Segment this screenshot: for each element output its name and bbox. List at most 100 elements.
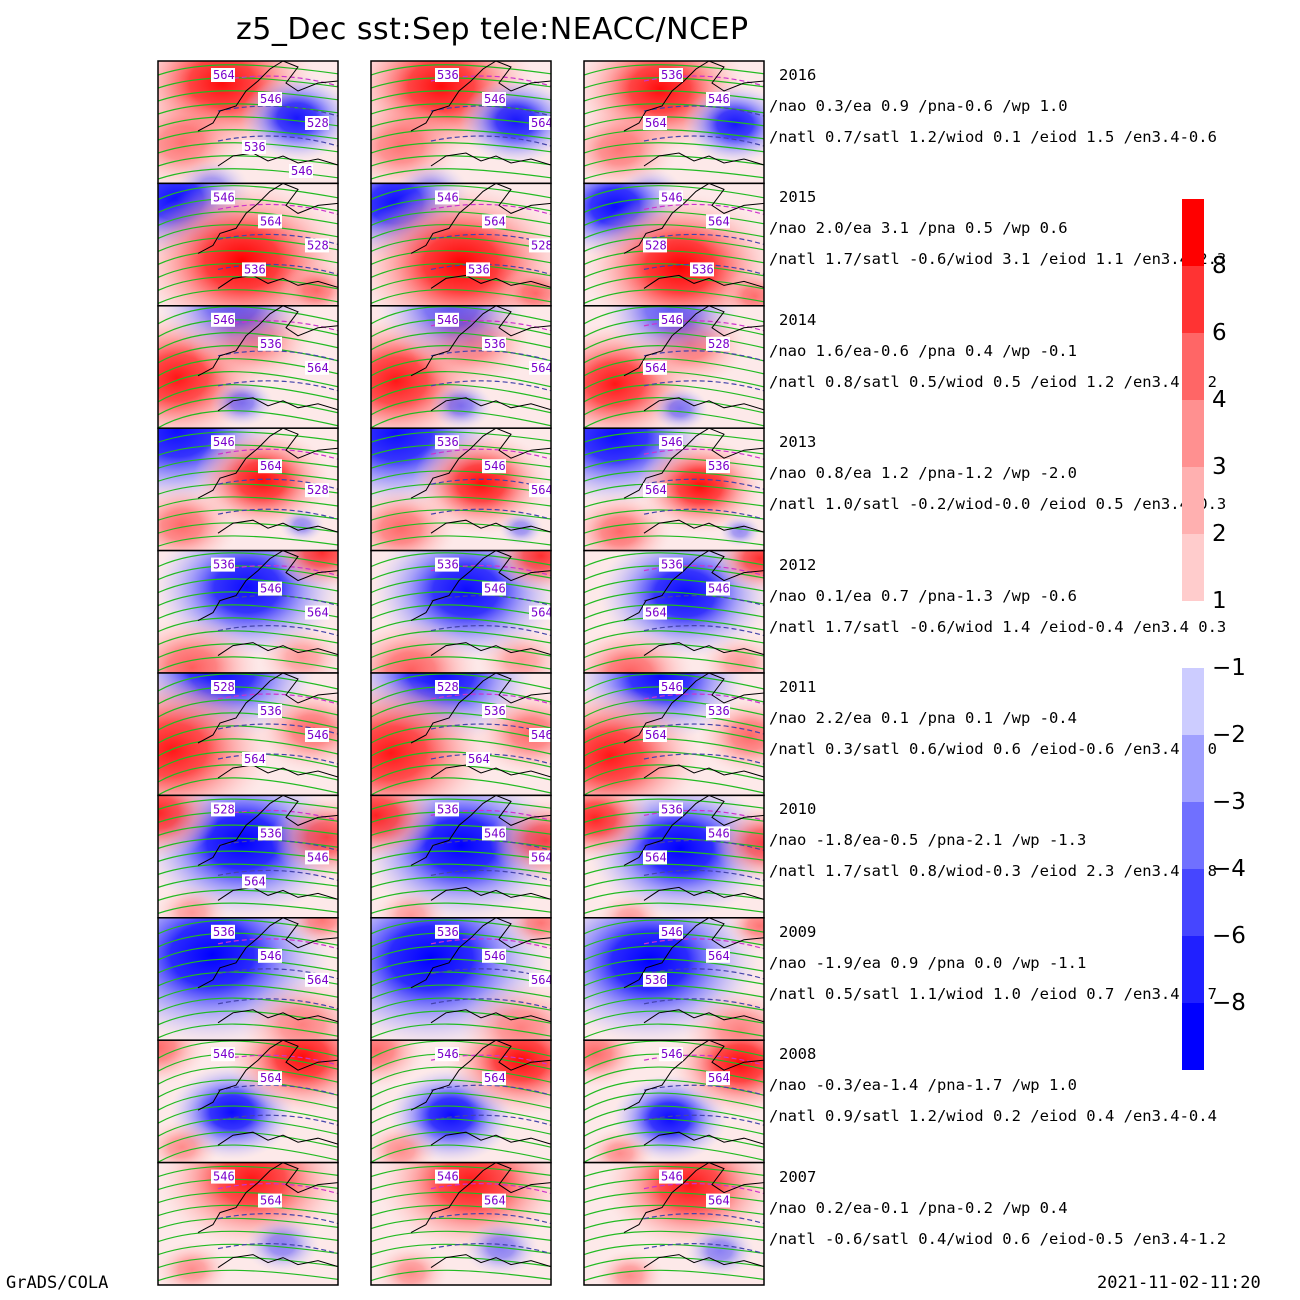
contour-label: 546 [435, 312, 459, 327]
svg-text:528: 528 [213, 802, 235, 816]
contour-label: 564 [305, 972, 329, 987]
svg-text:546: 546 [213, 1170, 235, 1184]
svg-text:546: 546 [213, 313, 235, 327]
colorbar-tick-label: 6 [1212, 320, 1227, 346]
index-line-2: /natl -0.6/satl 0.4/wiod 0.6 /eiod-0.5 /… [769, 1229, 1227, 1248]
svg-text:546: 546 [307, 850, 329, 864]
svg-text:536: 536 [708, 704, 730, 718]
colorbar-tick-label: −8 [1212, 990, 1246, 1016]
svg-text:564: 564 [260, 459, 282, 473]
contour-label: 536 [258, 704, 282, 718]
svg-text:564: 564 [708, 1071, 730, 1085]
contour-label: 536 [706, 459, 730, 474]
map-panel-2010-1: 528 536 546 564 [158, 795, 338, 918]
map-panel-2009-2: 536 546 564 [371, 917, 551, 1041]
contour-label: 528 [643, 238, 667, 253]
map-panel-2009-1: 536 546 564 [158, 917, 338, 1041]
contour-label: 546 [659, 680, 683, 694]
map-panel-2011-1: 528 536 546 564 [158, 673, 338, 796]
contour-label: 536 [211, 924, 235, 939]
svg-text:536: 536 [484, 704, 506, 718]
svg-text:536: 536 [213, 558, 235, 572]
contour-label: 564 [529, 483, 553, 498]
svg-text:546: 546 [708, 826, 730, 840]
contour-label: 564 [706, 1193, 730, 1208]
contour-label: 536 [258, 336, 282, 351]
index-line-2: /natl 1.7/satl -0.6/wiod 1.4 /eiod-0.4 /… [769, 617, 1227, 636]
year-label: 2010 [779, 800, 817, 819]
figure-title: z5_Dec sst:Sep tele:NEACC/NCEP [236, 12, 749, 47]
svg-text:564: 564 [213, 68, 235, 82]
contour-label: 546 [706, 581, 730, 596]
footer-right: 2021-11-02-11:20 [1097, 1273, 1261, 1293]
svg-text:528: 528 [213, 680, 235, 694]
svg-text:564: 564 [645, 850, 667, 864]
contour-label: 536 [706, 704, 730, 718]
map-panel-2007-1: 546 564 [158, 1162, 338, 1285]
svg-text:536: 536 [468, 262, 490, 276]
contour-label: 536 [690, 262, 714, 277]
contour-label: 546 [258, 581, 282, 596]
contour-label: 564 [643, 483, 667, 498]
contour-label: 546 [482, 92, 506, 106]
contour-label: 546 [289, 164, 313, 178]
svg-text:546: 546 [661, 313, 683, 327]
map-panel-2013-2: 536 546 564 [371, 428, 553, 551]
svg-text:564: 564 [645, 728, 667, 742]
contour-label: 528 [305, 116, 329, 130]
contour-label: 528 [305, 238, 329, 253]
contour-label: 564 [706, 1071, 730, 1086]
contour-label: 536 [659, 802, 683, 817]
contour-label: 528 [211, 802, 235, 817]
index-line-2: /natl 0.5/satl 1.1/wiod 1.0 /eiod 0.7 /e… [769, 984, 1217, 1003]
svg-text:536: 536 [437, 802, 459, 816]
contour-label: 564 [466, 752, 490, 766]
year-label: 2014 [779, 310, 817, 329]
contour-label: 564 [706, 948, 730, 963]
svg-text:564: 564 [244, 752, 266, 766]
map-panel-2010-2: 536 546 564 [371, 795, 551, 918]
contour-label: 546 [482, 826, 506, 841]
contour-label: 546 [305, 728, 329, 742]
contour-label: 528 [529, 238, 553, 253]
svg-text:564: 564 [708, 214, 730, 228]
svg-text:528: 528 [708, 337, 730, 351]
svg-text:536: 536 [645, 973, 667, 987]
svg-text:546: 546 [484, 92, 506, 106]
index-line-2: /natl 1.7/satl -0.6/wiod 3.1 /eiod 1.1 /… [769, 250, 1227, 269]
contour-label: 528 [305, 483, 329, 498]
year-label: 2015 [779, 188, 817, 207]
svg-text:564: 564 [468, 752, 490, 766]
contour-label: 564 [305, 605, 329, 620]
svg-text:564: 564 [645, 361, 667, 375]
index-line-2: /natl 1.0/satl -0.2/wiod-0.0 /eiod 0.5 /… [769, 495, 1227, 514]
contour-label: 546 [211, 190, 235, 205]
map-panel-2007-2: 546 564 [371, 1162, 551, 1285]
colorbar-tick-label: 3 [1212, 454, 1227, 480]
svg-text:546: 546 [260, 582, 282, 596]
svg-text:564: 564 [531, 606, 553, 620]
year-label: 2013 [779, 433, 817, 452]
contour-label: 536 [211, 557, 235, 572]
svg-text:546: 546 [213, 190, 235, 204]
contour-label: 546 [211, 1169, 235, 1184]
svg-text:564: 564 [531, 483, 553, 497]
contour-label: 564 [482, 214, 506, 229]
contour-label: 564 [242, 752, 266, 766]
svg-text:564: 564 [645, 606, 667, 620]
svg-text:528: 528 [307, 238, 329, 252]
contour-label: 546 [435, 190, 459, 205]
contour-label: 536 [643, 972, 667, 987]
svg-text:528: 528 [531, 238, 553, 252]
svg-text:546: 546 [531, 728, 553, 742]
map-panel-2014-3: 546 528 564 [584, 305, 764, 429]
map-panel-2015-3: 546 564 528 536 [584, 183, 764, 306]
svg-text:536: 536 [244, 140, 266, 154]
contour-label: 546 [706, 92, 730, 106]
svg-text:536: 536 [437, 435, 459, 449]
svg-text:564: 564 [307, 973, 329, 987]
svg-text:536: 536 [437, 68, 459, 82]
colorbar-tick-label: 4 [1212, 387, 1227, 413]
contour-label: 536 [659, 557, 683, 572]
